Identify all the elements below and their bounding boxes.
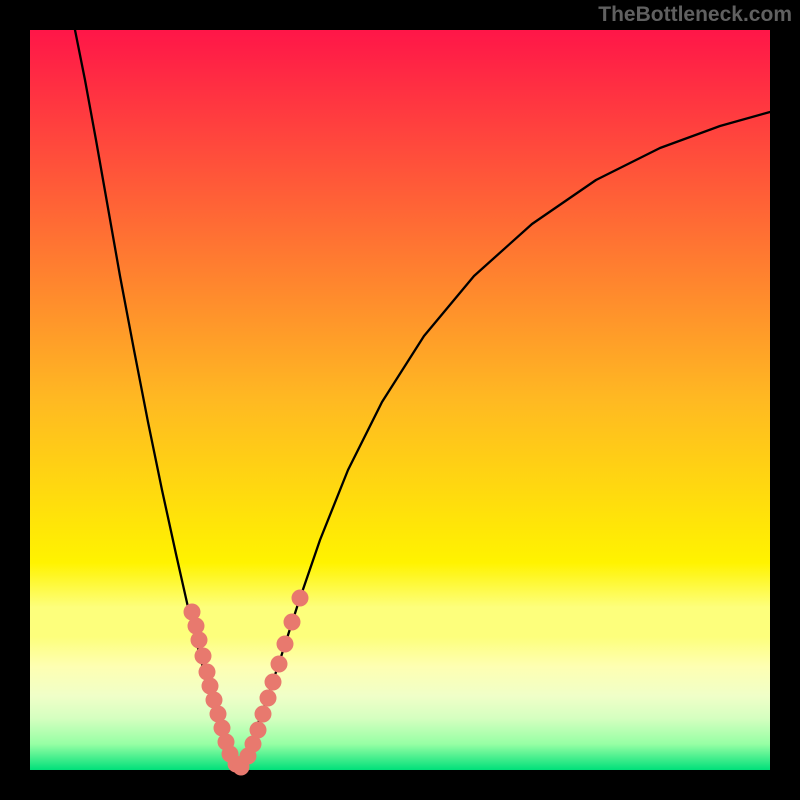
chart-svg xyxy=(0,0,800,800)
data-marker xyxy=(255,706,272,723)
data-marker xyxy=(284,614,301,631)
chart-gradient-background xyxy=(30,30,770,770)
chart-container: TheBottleneck.com xyxy=(0,0,800,800)
data-marker xyxy=(292,590,309,607)
data-marker xyxy=(271,656,288,673)
data-marker xyxy=(250,722,267,739)
data-marker xyxy=(277,636,294,653)
data-marker xyxy=(191,632,208,649)
data-marker xyxy=(260,690,277,707)
data-marker xyxy=(195,648,212,665)
data-marker xyxy=(265,674,282,691)
data-marker xyxy=(188,618,205,635)
watermark-text: TheBottleneck.com xyxy=(598,3,792,27)
data-marker xyxy=(199,664,216,681)
